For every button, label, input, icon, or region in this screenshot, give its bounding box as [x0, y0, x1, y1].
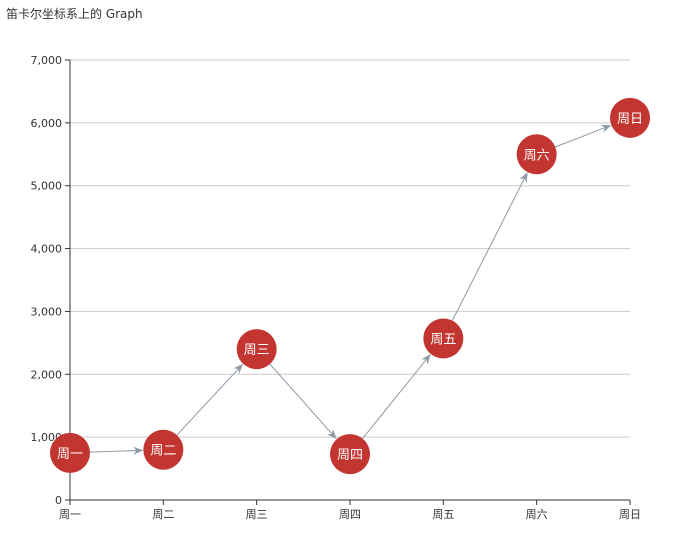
node-label: 周日	[617, 112, 643, 127]
y-tick-label: 0	[55, 494, 62, 507]
node-label: 周二	[150, 444, 176, 459]
graph-node	[516, 134, 557, 175]
grid-lines	[70, 59, 630, 438]
graph-node	[423, 318, 464, 359]
y-tick-label: 6,000	[31, 117, 63, 130]
graph-node	[236, 329, 277, 370]
y-tick-label: 2,000	[31, 368, 63, 381]
y-tick-label: 4,000	[31, 243, 63, 256]
graph-node	[143, 429, 184, 470]
y-tick-label: 5,000	[31, 180, 63, 193]
graph-link	[89, 446, 144, 455]
x-tick-label: 周三	[246, 508, 268, 521]
x-tick-label: 周二	[152, 508, 174, 521]
graph-link	[362, 354, 431, 439]
graph-node	[330, 434, 370, 475]
x-tick-label: 周日	[619, 508, 641, 521]
x-tick-label: 周五	[432, 508, 454, 521]
x-tick-label: 周一	[59, 508, 81, 521]
y-tick-label: 7,000	[31, 54, 63, 67]
node-label: 周六	[524, 148, 550, 163]
x-tick-label: 周四	[339, 508, 361, 521]
graph-node	[610, 97, 650, 138]
graph-link	[269, 363, 337, 440]
x-tick-label: 周六	[526, 508, 548, 521]
graph-link	[176, 363, 244, 436]
graph-link	[451, 172, 528, 321]
node-label: 周三	[244, 343, 270, 358]
node-label: 周一	[57, 447, 83, 462]
graph-node	[50, 432, 90, 473]
node-label: 周四	[337, 448, 363, 463]
chart-title: 笛卡尔坐标系上的 Graph	[6, 7, 143, 21]
y-tick-label: 3,000	[31, 305, 63, 318]
graph-links	[89, 125, 612, 455]
node-label: 周五	[430, 332, 456, 347]
graph-link	[555, 125, 612, 148]
